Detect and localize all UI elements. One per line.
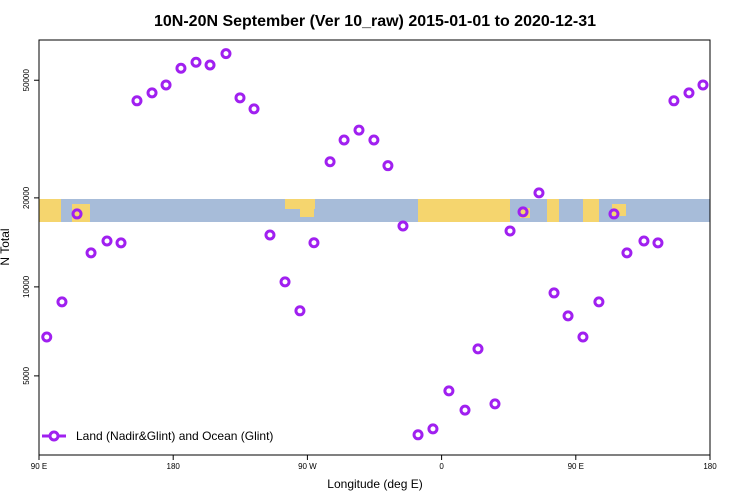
y-tick-label: 5000: [22, 366, 31, 384]
data-point: [368, 134, 380, 146]
land-band: [520, 208, 530, 218]
data-point: [668, 95, 680, 107]
data-point: [101, 235, 113, 247]
data-point: [621, 247, 633, 259]
legend-label: Land (Nadir&Glint) and Ocean (Glint): [76, 429, 273, 443]
map-strip: [39, 199, 710, 222]
data-point: [353, 124, 365, 136]
data-point: [697, 79, 709, 91]
x-axis-label: Longitude (deg E): [327, 477, 422, 491]
data-point: [71, 208, 83, 220]
data-point: [397, 220, 409, 232]
data-point: [85, 247, 97, 259]
y-tick-label: 10000: [22, 275, 31, 298]
data-point: [548, 287, 560, 299]
data-point: [220, 48, 232, 60]
x-tick-label: 180: [703, 462, 717, 471]
data-point: [324, 156, 336, 168]
data-point: [443, 385, 455, 397]
data-point: [308, 237, 320, 249]
x-tick-label: 90 W: [298, 462, 317, 471]
data-point: [683, 87, 695, 99]
chart-title: 10N-20N September (Ver 10_raw) 2015-01-0…: [154, 13, 596, 30]
data-point: [131, 95, 143, 107]
land-band: [300, 209, 314, 217]
x-tick-label: 90 E: [31, 462, 47, 471]
x-tick-label: 180: [167, 462, 181, 471]
land-band: [583, 199, 599, 222]
data-point: [472, 343, 484, 355]
data-point: [517, 206, 529, 218]
data-point: [56, 296, 68, 308]
data-point: [504, 225, 516, 237]
data-point: [115, 237, 127, 249]
data-point: [427, 423, 439, 435]
plot-frame: [38, 39, 711, 456]
data-point: [279, 276, 291, 288]
y-tick-label: 50000: [22, 69, 31, 92]
data-point: [382, 160, 394, 172]
land-band: [547, 199, 559, 222]
x-tick-label: 0: [439, 462, 444, 471]
land-band: [39, 199, 61, 222]
data-point: [608, 208, 620, 220]
data-point: [248, 103, 260, 115]
data-point: [204, 59, 216, 71]
data-point: [459, 404, 471, 416]
data-point: [338, 134, 350, 146]
data-point: [577, 331, 589, 343]
ocean-band: [39, 199, 710, 222]
land-band: [418, 199, 510, 222]
land-band: [612, 204, 626, 216]
data-point: [489, 398, 501, 410]
x-tick-label: 90 E: [568, 462, 584, 471]
data-point: [652, 237, 664, 249]
data-point: [190, 56, 202, 68]
data-point: [175, 62, 187, 74]
y-axis-label: N Total: [0, 228, 12, 265]
data-point: [160, 79, 172, 91]
land-band: [285, 199, 315, 209]
data-point: [234, 92, 246, 104]
data-point: [562, 310, 574, 322]
data-point: [533, 187, 545, 199]
legend-marker: [48, 430, 60, 442]
data-point: [593, 296, 605, 308]
data-point: [41, 331, 53, 343]
data-point: [638, 235, 650, 247]
y-tick-label: 20000: [22, 186, 31, 209]
data-point: [146, 87, 158, 99]
data-point: [412, 429, 424, 441]
data-point: [264, 229, 276, 241]
data-point: [294, 305, 306, 317]
